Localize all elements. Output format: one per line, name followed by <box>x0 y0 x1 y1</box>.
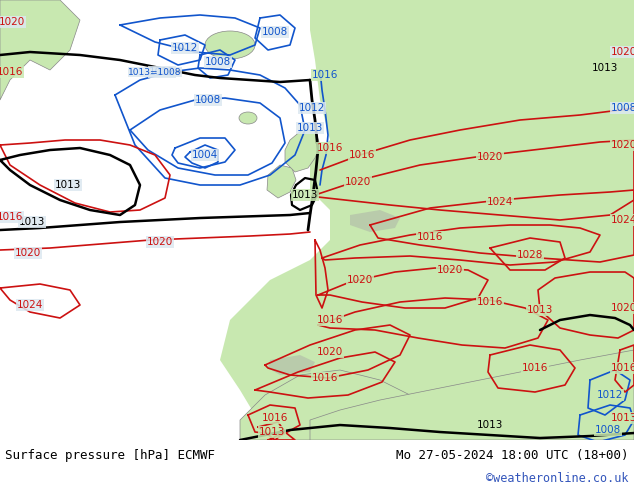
Polygon shape <box>0 0 80 100</box>
Text: 1020: 1020 <box>611 47 634 57</box>
Text: 1012: 1012 <box>172 43 198 53</box>
Polygon shape <box>285 130 320 172</box>
Text: 1028: 1028 <box>517 250 543 260</box>
Text: 1013: 1013 <box>19 217 45 227</box>
Polygon shape <box>350 210 400 232</box>
Text: 1020: 1020 <box>317 347 343 357</box>
Text: 1020: 1020 <box>611 303 634 313</box>
Text: 1024: 1024 <box>17 300 43 310</box>
Polygon shape <box>267 165 296 198</box>
Text: 1020: 1020 <box>611 140 634 150</box>
Text: 1013: 1013 <box>592 63 618 73</box>
Text: ©weatheronline.co.uk: ©weatheronline.co.uk <box>486 471 629 485</box>
Polygon shape <box>240 370 420 440</box>
Text: 1016: 1016 <box>0 212 23 222</box>
Text: 1016: 1016 <box>317 315 343 325</box>
Ellipse shape <box>239 112 257 124</box>
Text: 1020: 1020 <box>0 17 25 27</box>
Text: 1013: 1013 <box>55 180 81 190</box>
Text: 1016: 1016 <box>477 297 503 307</box>
Text: 1016: 1016 <box>317 143 343 153</box>
Text: 1008: 1008 <box>195 95 221 105</box>
Text: 1008: 1008 <box>611 103 634 113</box>
Polygon shape <box>310 350 634 440</box>
Text: 1020: 1020 <box>147 237 173 247</box>
Text: 1016: 1016 <box>0 67 23 77</box>
Text: 1020: 1020 <box>437 265 463 275</box>
Text: 1020: 1020 <box>345 177 371 187</box>
Text: 1012: 1012 <box>597 390 623 400</box>
Text: 1013: 1013 <box>292 190 318 200</box>
Text: 1020: 1020 <box>477 152 503 162</box>
Text: 1012: 1012 <box>149 67 175 77</box>
Text: Mo 27-05-2024 18:00 UTC (18+00): Mo 27-05-2024 18:00 UTC (18+00) <box>396 448 629 462</box>
Polygon shape <box>268 355 315 375</box>
Text: 1008: 1008 <box>262 27 288 37</box>
Text: 1012: 1012 <box>299 103 325 113</box>
Text: 1008: 1008 <box>205 57 231 67</box>
Text: 1016: 1016 <box>349 150 375 160</box>
Text: 1024: 1024 <box>487 197 513 207</box>
Text: 1016: 1016 <box>522 363 548 373</box>
Text: 1016: 1016 <box>417 232 443 242</box>
Polygon shape <box>310 0 440 70</box>
Text: 1016: 1016 <box>262 413 288 423</box>
Text: 1013: 1013 <box>527 305 553 315</box>
Text: 1024: 1024 <box>611 215 634 225</box>
Text: 1016: 1016 <box>611 363 634 373</box>
Text: 1016: 1016 <box>312 373 338 383</box>
Text: Surface pressure [hPa] ECMWF: Surface pressure [hPa] ECMWF <box>5 448 215 462</box>
Text: 1013: 1013 <box>259 427 285 437</box>
Text: 1013: 1013 <box>297 123 323 133</box>
Text: 1013: 1013 <box>477 420 503 430</box>
Text: 1008: 1008 <box>595 425 621 435</box>
Text: 1016: 1016 <box>312 70 338 80</box>
Polygon shape <box>220 0 634 440</box>
Text: 1004: 1004 <box>192 150 218 160</box>
Text: 1020: 1020 <box>347 275 373 285</box>
Ellipse shape <box>205 31 255 59</box>
Text: 1020: 1020 <box>15 248 41 258</box>
Text: 1013: 1013 <box>611 413 634 423</box>
Text: 1013=1008: 1013=1008 <box>128 68 182 76</box>
